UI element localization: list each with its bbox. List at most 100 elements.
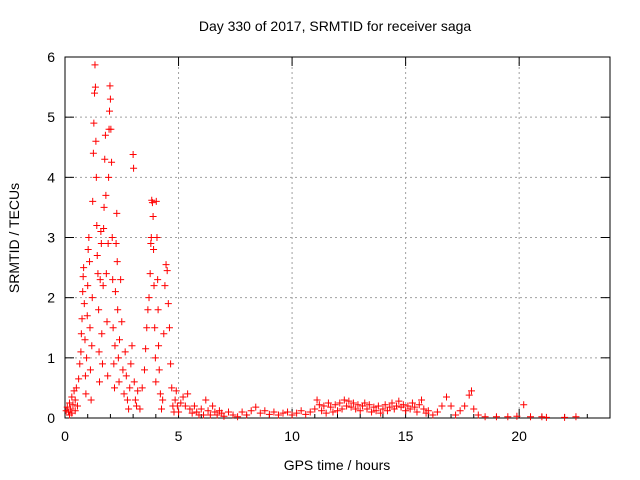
data-point [162,261,170,269]
data-point [151,324,159,332]
data-point [527,413,535,421]
data-point [148,199,156,207]
data-point [395,397,403,405]
data-point [121,348,129,356]
data-point [83,354,91,362]
data-point [80,300,88,308]
data-point [81,372,89,380]
data-point [186,405,194,413]
data-point [429,411,437,419]
data-point [109,324,117,332]
data-point [336,399,344,407]
data-point [71,396,79,404]
data-point [130,164,138,172]
data-point [128,342,136,350]
data-point [155,342,163,350]
data-point [247,407,255,415]
data-point [438,402,446,410]
data-point [101,155,109,163]
data-point [402,407,410,415]
data-point [467,387,475,395]
data-point [256,409,264,417]
data-point [91,61,99,69]
data-point [108,234,116,241]
data-point [209,402,217,410]
data-point [94,270,102,278]
data-point [72,384,80,392]
data-point [136,405,144,413]
data-point [175,408,183,416]
data-point [118,318,126,326]
y-tick-label: 0 [47,410,55,426]
data-point [63,403,71,411]
data-point [90,119,98,127]
data-point [161,282,169,290]
data-point [78,315,86,323]
data-point [112,240,120,248]
data-point [98,330,106,338]
data-point [197,405,205,413]
data-point [91,83,99,91]
data-point [114,354,122,362]
data-point [456,407,464,415]
data-point [424,407,432,415]
x-axis-label: GPS time / hours [284,457,391,473]
data-point [261,407,269,415]
data-point [343,402,351,410]
data-point [561,413,569,421]
data-point [377,409,385,417]
data-point [204,407,212,415]
data-point [433,408,441,416]
y-tick-label: 3 [47,230,55,246]
data-point [79,288,87,296]
data-point [306,408,314,416]
data-point [154,306,162,314]
data-point [538,413,546,421]
data-point [152,197,160,205]
data-point [168,384,176,392]
data-point [399,401,407,409]
data-point [99,282,107,290]
data-point [159,396,167,404]
data-point [111,384,119,392]
data-point [520,401,528,409]
data-point [106,107,114,115]
y-tick-label: 2 [47,290,55,306]
data-point [465,391,473,399]
data-point [150,282,158,290]
data-point [134,387,142,395]
data-point [153,234,161,241]
data-point [331,401,339,409]
data-point [129,150,137,158]
data-point [115,378,123,386]
y-tick-label: 5 [47,109,55,125]
data-point [84,246,92,254]
data-point [88,294,96,302]
data-point [110,360,118,368]
data-point [88,342,96,350]
data-point [113,258,121,266]
data-point [150,246,158,254]
data-point [393,402,401,410]
data-point [513,412,521,420]
data-point [147,240,155,248]
data-point [302,410,310,418]
data-point [265,410,273,418]
data-point [96,378,104,386]
y-tick-label: 1 [47,350,55,366]
data-point [345,397,353,405]
data-point [130,378,138,386]
data-point [143,324,151,332]
data-point [89,197,97,205]
data-point [154,276,162,284]
data-point [370,403,378,411]
data-point [354,401,362,409]
data-point [202,396,210,404]
data-point [66,399,74,407]
data-point [184,390,192,398]
data-point [324,399,332,407]
data-point [82,390,90,398]
x-tick-label: 5 [175,428,183,444]
data-points [62,61,580,421]
data-point [77,348,85,356]
